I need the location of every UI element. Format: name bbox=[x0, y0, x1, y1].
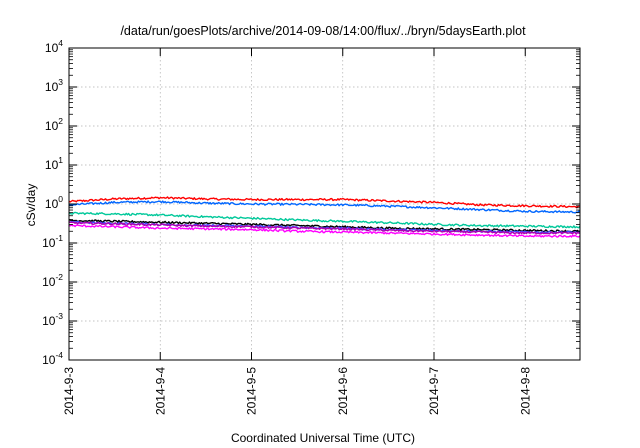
x-tick-labels: 2014-9-3 2014-9-4 2014-9-5 2014-9-6 2014-9-7… bbox=[62, 367, 532, 415]
y-tick-label: 102 bbox=[45, 116, 63, 133]
y-tick-labels: 10-4 10-3 10-2 10-1 100 101 102 103 104 bbox=[42, 38, 63, 367]
x-axis-label: Coordinated Universal Time (UTC) bbox=[231, 431, 415, 445]
series-line-1 bbox=[68, 196, 581, 209]
series-line-7 bbox=[68, 224, 581, 238]
x-tick-label: 2014-9-8 bbox=[518, 367, 532, 415]
y-tick-label: 10-1 bbox=[42, 233, 63, 250]
grid-lines bbox=[69, 48, 580, 360]
series-line-6 bbox=[68, 221, 581, 235]
x-tick-label: 2014-9-6 bbox=[336, 367, 350, 415]
y-tick-label: 101 bbox=[45, 155, 63, 172]
y-axis-label: cSv/day bbox=[24, 184, 38, 227]
y-tick-label: 100 bbox=[45, 194, 63, 211]
chart-title: /data/run/goesPlots/archive/2014-09-08/1… bbox=[120, 24, 526, 38]
series-line-4 bbox=[68, 219, 581, 233]
x-tick-label: 2014-9-7 bbox=[427, 367, 441, 415]
x-tick-label: 2014-9-3 bbox=[62, 367, 76, 415]
y-tick-label: 103 bbox=[45, 77, 63, 94]
x-tick-label: 2014-9-5 bbox=[245, 367, 259, 415]
series-line-3 bbox=[68, 211, 581, 229]
y-tick-label: 10-4 bbox=[42, 350, 63, 367]
x-tick-label: 2014-9-4 bbox=[153, 367, 167, 415]
series-line-2 bbox=[68, 200, 581, 214]
y-tick-label: 10-2 bbox=[42, 272, 63, 289]
data-series bbox=[68, 196, 581, 238]
y-tick-label: 104 bbox=[45, 38, 63, 55]
y-tick-label: 10-3 bbox=[42, 311, 63, 328]
plot-frame bbox=[68, 47, 581, 361]
